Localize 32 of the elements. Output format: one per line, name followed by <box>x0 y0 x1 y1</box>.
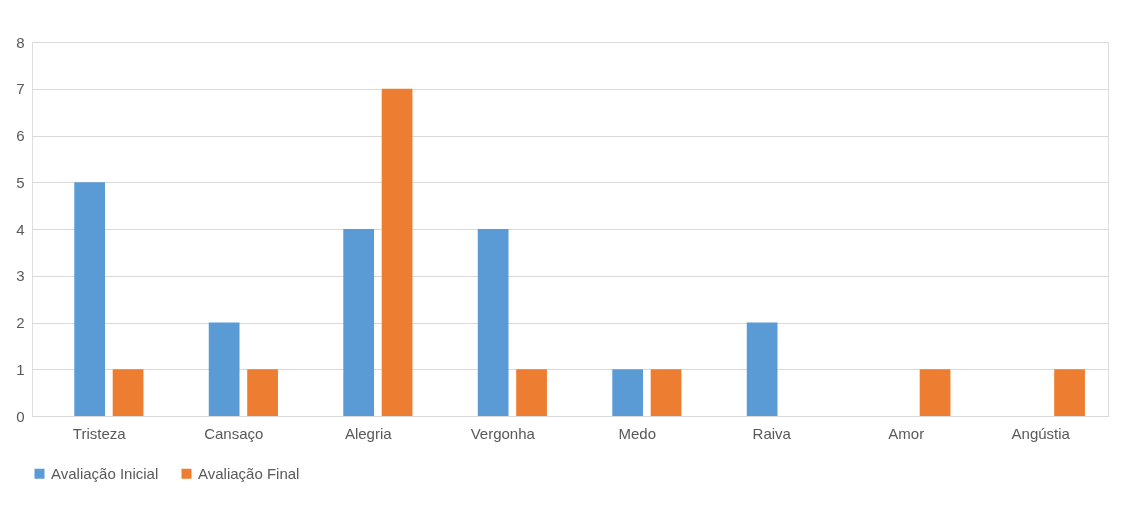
y-tick-label: 3 <box>16 267 25 285</box>
y-tick-label: 1 <box>16 360 25 378</box>
bar <box>650 369 682 416</box>
bar <box>477 229 509 416</box>
bar <box>1054 369 1085 416</box>
bar <box>516 369 547 416</box>
legend-label: Avaliação Final <box>198 464 300 482</box>
bar <box>343 229 375 416</box>
bar <box>612 369 644 416</box>
x-tick-label: Vergonha <box>470 424 536 442</box>
x-tick-label: Tristeza <box>72 424 127 442</box>
x-tick-label: Angústia <box>1011 424 1071 442</box>
y-tick-label: 6 <box>16 127 25 144</box>
x-tick-label: Alegria <box>344 424 393 442</box>
y-tick-label: 4 <box>16 220 25 238</box>
x-tick-label: Medo <box>618 424 657 442</box>
bar <box>112 369 144 416</box>
bar <box>746 322 778 416</box>
y-tick-label: 8 <box>16 33 25 51</box>
bar <box>919 369 951 416</box>
y-tick-label: 0 <box>16 407 25 425</box>
x-tick-label: Raiva <box>752 424 792 442</box>
bar <box>381 88 413 416</box>
y-tick-label: 5 <box>16 173 25 191</box>
legend-label: Avaliação Inicial <box>51 464 159 482</box>
y-tick-label: 2 <box>16 314 25 331</box>
x-tick-label: Amor <box>888 424 925 442</box>
y-tick-label: 7 <box>16 80 25 98</box>
bar <box>247 369 278 416</box>
x-tick-label: Cansaço <box>204 424 264 442</box>
bar <box>208 322 240 416</box>
bar <box>74 182 106 416</box>
